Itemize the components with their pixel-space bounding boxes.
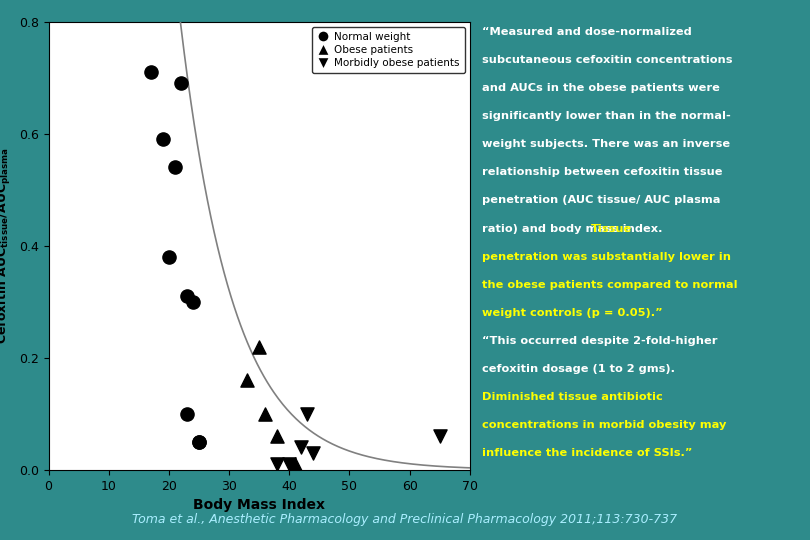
Point [186, 298, 199, 306]
Point [289, 460, 302, 469]
Text: influence the incidence of SSIs.”: influence the incidence of SSIs.” [482, 448, 693, 458]
Point [181, 409, 194, 418]
Point [301, 409, 313, 418]
Point [156, 135, 169, 144]
Point [193, 437, 206, 446]
Text: “This occurred despite 2-fold-higher: “This occurred despite 2-fold-higher [482, 336, 718, 346]
Point [168, 163, 181, 172]
Point [181, 292, 194, 300]
Point [307, 449, 320, 457]
Text: Toma et al., Anesthetic Pharmacology and Preclinical Pharmacology 2011;113:730-7: Toma et al., Anesthetic Pharmacology and… [133, 514, 677, 526]
Text: ratio) and body mass index.: ratio) and body mass index. [482, 224, 667, 234]
Point [433, 432, 446, 441]
Point [271, 460, 284, 469]
Text: weight controls (p = 0.05).”: weight controls (p = 0.05).” [482, 308, 663, 318]
Text: cefoxitin dosage (1 to 2 gms).: cefoxitin dosage (1 to 2 gms). [482, 364, 675, 374]
Point [253, 342, 266, 351]
Point [144, 68, 157, 76]
Point [295, 443, 308, 451]
X-axis label: Body Mass Index: Body Mass Index [194, 498, 325, 512]
Text: Tissue: Tissue [590, 224, 632, 234]
Text: subcutaneous cefoxitin concentrations: subcutaneous cefoxitin concentrations [482, 55, 732, 65]
Text: weight subjects. There was an inverse: weight subjects. There was an inverse [482, 139, 730, 150]
Text: “Measured and dose-normalized: “Measured and dose-normalized [482, 27, 692, 37]
Y-axis label: Cefoxitin AUC$_\mathregular{tissue}$/AUC$_\mathregular{plasma}$: Cefoxitin AUC$_\mathregular{tissue}$/AUC… [0, 147, 13, 345]
Point [241, 376, 254, 384]
Text: and AUCs in the obese patients were: and AUCs in the obese patients were [482, 83, 720, 93]
Text: penetration was substantially lower in: penetration was substantially lower in [482, 252, 731, 262]
Point [258, 409, 271, 418]
Text: Diminished tissue antibiotic: Diminished tissue antibiotic [482, 392, 663, 402]
Text: concentrations in morbid obesity may: concentrations in morbid obesity may [482, 420, 727, 430]
Text: relationship between cefoxitin tissue: relationship between cefoxitin tissue [482, 167, 723, 178]
Text: significantly lower than in the normal-: significantly lower than in the normal- [482, 111, 731, 122]
Text: the obese patients compared to normal: the obese patients compared to normal [482, 280, 738, 290]
Point [163, 253, 176, 261]
Text: penetration (AUC tissue/ AUC plasma: penetration (AUC tissue/ AUC plasma [482, 195, 720, 206]
Point [283, 460, 296, 469]
Point [271, 432, 284, 441]
Point [193, 437, 206, 446]
Legend: Normal weight, Obese patients, Morbidly obese patients: Normal weight, Obese patients, Morbidly … [312, 27, 465, 73]
Point [174, 79, 187, 87]
